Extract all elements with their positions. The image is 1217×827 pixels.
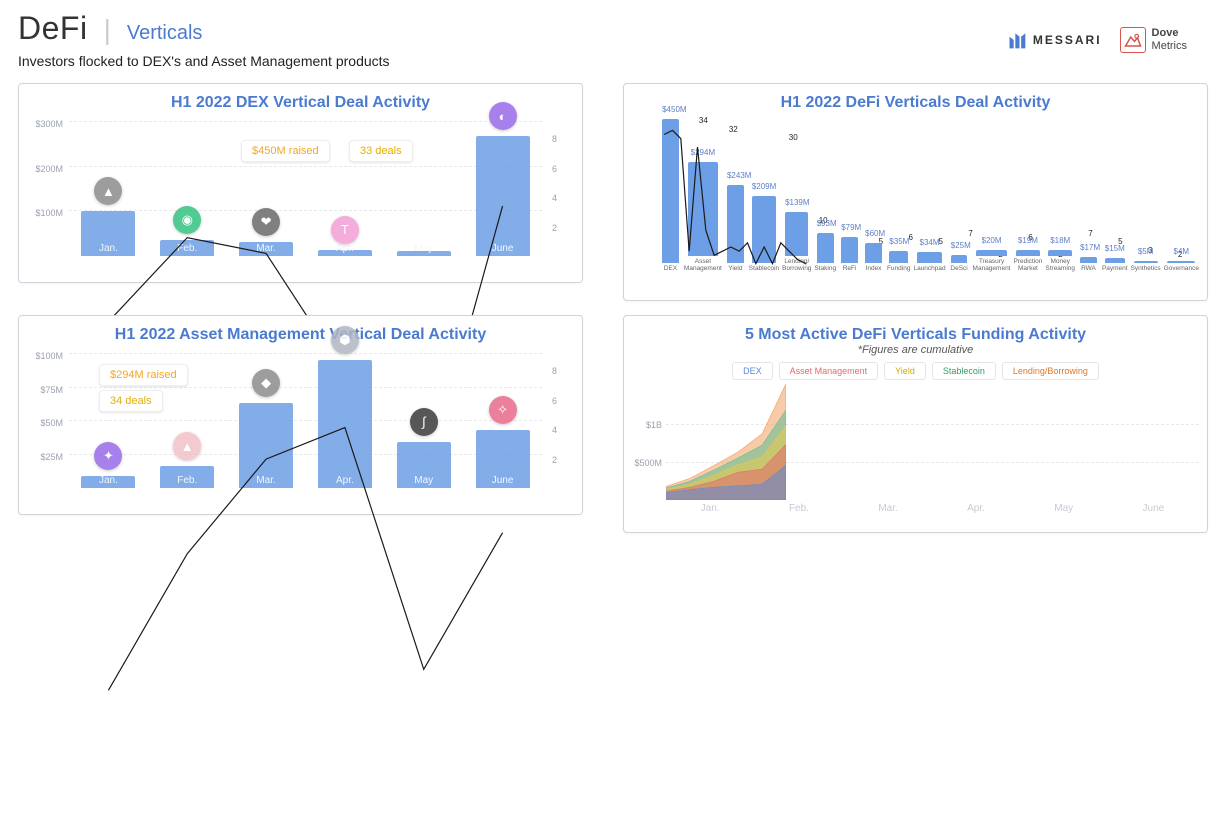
legend-dex: DEX	[732, 362, 773, 380]
am-badge-raised: $294M raised	[99, 364, 188, 386]
am-y2-axis: 2468	[548, 350, 576, 490]
dex-badge-raised: $450M raised	[241, 140, 330, 162]
dove-line1: Dove	[1152, 27, 1187, 39]
verticals-chart-card: H1 2022 DeFi Verticals Deal Activity 333…	[623, 83, 1208, 301]
dove-line2: Metrics	[1152, 40, 1187, 52]
legend-stablecoin: Stablecoin	[932, 362, 996, 380]
logo-dove: Dove Metrics	[1120, 27, 1187, 53]
legend-yield: Yield	[884, 362, 926, 380]
header-right: MESSARI Dove Metrics	[1007, 27, 1187, 53]
title-divider: |	[104, 14, 111, 46]
dex-chart-body: $100M$200M$300M 2468 Jan.▲Feb.◉Mar.❤Apr.…	[19, 118, 582, 278]
area-plot: Jan.Feb.Mar.Apr.MayJune	[666, 380, 1199, 500]
area-chart-subtitle: *Figures are cumulative	[624, 344, 1207, 356]
dove-icon	[1120, 27, 1146, 53]
am-chart-title: H1 2022 Asset Management Vertical Deal A…	[19, 316, 582, 350]
charts-grid: H1 2022 DEX Vertical Deal Activity $100M…	[0, 69, 1217, 547]
dove-text: Dove Metrics	[1152, 27, 1187, 51]
title-main: DeFi	[18, 10, 88, 47]
area-legend: DEX Asset Management Yield Stablecoin Lendin…	[624, 362, 1207, 380]
am-y-axis: $25M$50M$75M$100M	[25, 350, 65, 490]
verticals-plot: 33343253010456572627532$450MDEX$294MAsse…	[660, 122, 1199, 274]
am-chart-card: H1 2022 Asset Management Vertical Deal A…	[18, 315, 583, 515]
dex-y2-axis: 2468	[548, 118, 576, 258]
dex-y-axis: $100M$200M$300M	[25, 118, 65, 258]
dex-chart-card: H1 2022 DEX Vertical Deal Activity $100M…	[18, 83, 583, 283]
legend-asset-management: Asset Management	[779, 362, 879, 380]
page-header: DeFi | Verticals Investors flocked to DE…	[0, 0, 1217, 69]
messari-text: MESSARI	[1033, 33, 1102, 47]
area-chart-title: 5 Most Active DeFi Verticals Funding Act…	[624, 316, 1207, 346]
am-chart-body: $25M$50M$75M$100M 2468 Jan.✦Feb.▲Mar.◆Ap…	[19, 350, 582, 510]
header-left: DeFi | Verticals Investors flocked to DE…	[18, 10, 390, 69]
area-y-axis: $500M$1B	[630, 380, 664, 500]
am-badge-deals: 34 deals	[99, 390, 163, 412]
dex-badge-deals: 33 deals	[349, 140, 413, 162]
logo-messari: MESSARI	[1007, 30, 1102, 50]
area-chart-card: 5 Most Active DeFi Verticals Funding Act…	[623, 315, 1208, 533]
title-row: DeFi | Verticals	[18, 10, 390, 47]
area-chart-body: $500M$1B Jan.Feb.Mar.Apr.MayJune	[624, 380, 1207, 516]
messari-icon	[1007, 30, 1027, 50]
verticals-chart-title: H1 2022 DeFi Verticals Deal Activity	[624, 84, 1207, 118]
legend-lending-borrowing: Lending/Borrowing	[1002, 362, 1099, 380]
verticals-chart-body: 33343253010456572627532$450MDEX$294MAsse…	[624, 118, 1207, 296]
page-subtitle: Investors flocked to DEX's and Asset Man…	[18, 53, 390, 69]
title-sub: Verticals	[127, 22, 203, 45]
